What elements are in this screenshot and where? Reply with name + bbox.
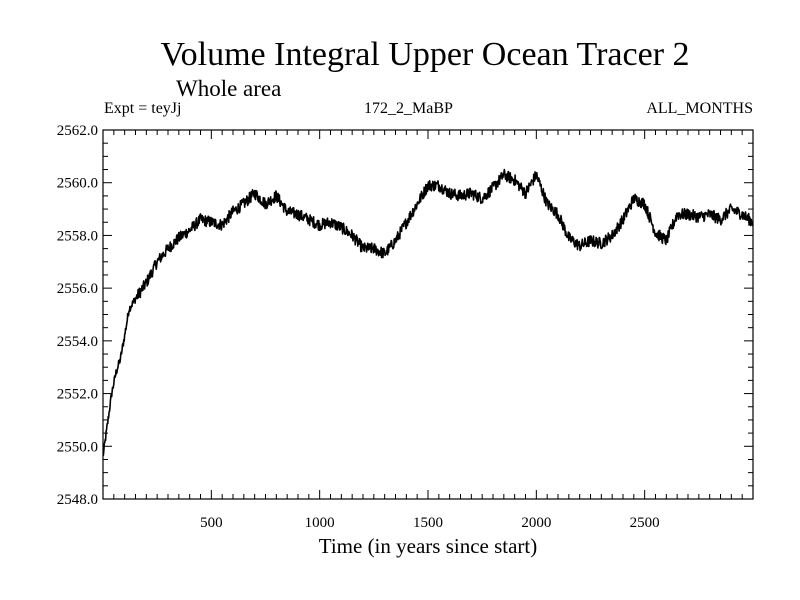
months-label: ALL_MONTHS [646, 100, 753, 117]
x-tick-label: 2500 [630, 515, 660, 531]
y-tick-label: 2550.0 [57, 439, 98, 455]
y-tick-labels: 2548.0 2550.0 2552.0 2554.0 2556.0 2558.0 2560… [57, 123, 98, 508]
experiment-label: Expt = teyJj [104, 100, 182, 117]
y-tick-label: 2554.0 [57, 334, 98, 350]
x-axis-label: Time (in years since start) [319, 534, 538, 558]
x-tick-label: 500 [200, 515, 223, 531]
chart-subtitle: Whole area [176, 76, 282, 101]
y-tick-label: 2562.0 [57, 123, 98, 139]
chart-title: Volume Integral Upper Ocean Tracer 2 [160, 36, 690, 73]
x-tick-labels: 500 1000 1500 2000 2500 [200, 515, 660, 531]
y-tick-label: 2556.0 [57, 281, 98, 297]
series-line [102, 168, 754, 457]
axis-ticks [103, 129, 753, 500]
y-tick-label: 2558.0 [57, 228, 98, 244]
x-tick-label: 2000 [521, 515, 551, 531]
run-label: 172_2_MaBP [364, 100, 453, 117]
x-tick-label: 1500 [413, 515, 443, 531]
y-tick-label: 2552.0 [57, 387, 98, 403]
y-tick-label: 2560.0 [57, 176, 98, 192]
x-tick-label: 1000 [305, 515, 335, 531]
y-tick-label: 2548.0 [57, 492, 98, 508]
